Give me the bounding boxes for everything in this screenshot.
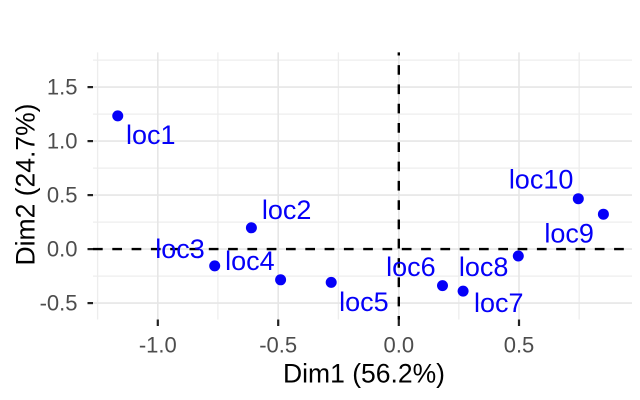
svg-text:loc1: loc1 (126, 120, 176, 150)
svg-text:loc8: loc8 (459, 252, 509, 282)
svg-text:loc3: loc3 (155, 234, 205, 264)
svg-text:loc5: loc5 (339, 287, 389, 317)
svg-text:0.0: 0.0 (47, 237, 78, 262)
svg-text:loc6: loc6 (386, 252, 436, 282)
svg-text:-0.5: -0.5 (259, 333, 297, 358)
svg-text:-0.5: -0.5 (40, 291, 78, 316)
svg-text:0.5: 0.5 (504, 333, 535, 358)
svg-text:-1.0: -1.0 (139, 333, 177, 358)
svg-text:0.5: 0.5 (47, 183, 78, 208)
svg-text:loc4: loc4 (225, 246, 275, 276)
svg-text:loc10: loc10 (509, 165, 574, 195)
svg-text:Dim1 (56.2%): Dim1 (56.2%) (283, 358, 445, 388)
svg-text:Dim2 (24.7%): Dim2 (24.7%) (11, 104, 41, 266)
svg-text:loc9: loc9 (544, 218, 594, 248)
svg-text:0.0: 0.0 (384, 333, 415, 358)
svg-text:1.0: 1.0 (47, 129, 78, 154)
svg-text:loc7: loc7 (474, 288, 524, 318)
svg-text:loc2: loc2 (262, 195, 312, 225)
svg-text:1.5: 1.5 (47, 75, 78, 100)
